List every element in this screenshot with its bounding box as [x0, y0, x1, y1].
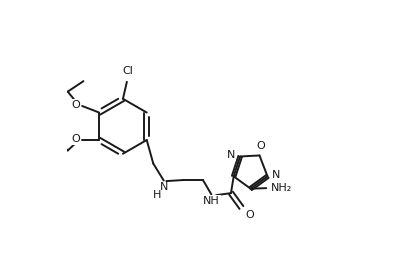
Text: N: N [227, 150, 235, 160]
Text: O: O [71, 100, 80, 110]
Text: N: N [160, 182, 169, 192]
Text: H: H [152, 190, 161, 200]
Text: N: N [272, 170, 280, 180]
Text: O: O [245, 210, 254, 220]
Text: O: O [256, 141, 265, 151]
Text: Cl: Cl [123, 66, 134, 76]
Text: NH₂: NH₂ [271, 183, 292, 193]
Text: NH: NH [203, 196, 220, 206]
Text: O: O [71, 134, 80, 144]
